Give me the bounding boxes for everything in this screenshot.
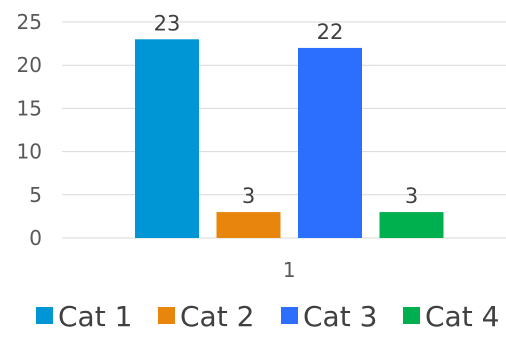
- data-label-cat-3: 22: [317, 20, 344, 44]
- y-tick-label: 25: [17, 10, 42, 34]
- bars: [135, 39, 444, 238]
- bar-cat-4: [379, 212, 444, 238]
- legend-swatch: [36, 307, 53, 324]
- legend: Cat 1 Cat 2 Cat 3 Cat 4: [36, 300, 499, 333]
- bar-cat-1: [135, 39, 199, 238]
- legend-label: Cat 2: [180, 300, 254, 333]
- data-label-cat-4: 3: [405, 184, 418, 208]
- legend-swatch: [158, 307, 175, 324]
- gridlines: [62, 21, 506, 239]
- y-tick-label: 0: [29, 226, 42, 250]
- legend-swatch: [281, 307, 298, 324]
- x-axis-ticks: 1: [283, 258, 296, 282]
- legend-label: Cat 4: [425, 300, 499, 333]
- y-tick-label: 10: [17, 140, 42, 164]
- data-label-cat-1: 23: [154, 11, 181, 35]
- y-tick-label: 5: [29, 183, 42, 207]
- data-label-cat-2: 3: [242, 184, 255, 208]
- legend-swatch: [403, 307, 420, 324]
- y-axis-ticks: 0 5 10 15 20 25: [17, 10, 42, 250]
- x-tick-label: 1: [283, 258, 296, 282]
- data-labels: 23 3 22 3: [154, 11, 419, 208]
- bar-cat-3: [298, 47, 362, 238]
- y-tick-label: 20: [17, 53, 42, 77]
- y-tick-label: 15: [17, 96, 42, 120]
- bar-cat-2: [216, 212, 281, 238]
- legend-label: Cat 3: [303, 300, 377, 333]
- legend-label: Cat 1: [58, 300, 132, 333]
